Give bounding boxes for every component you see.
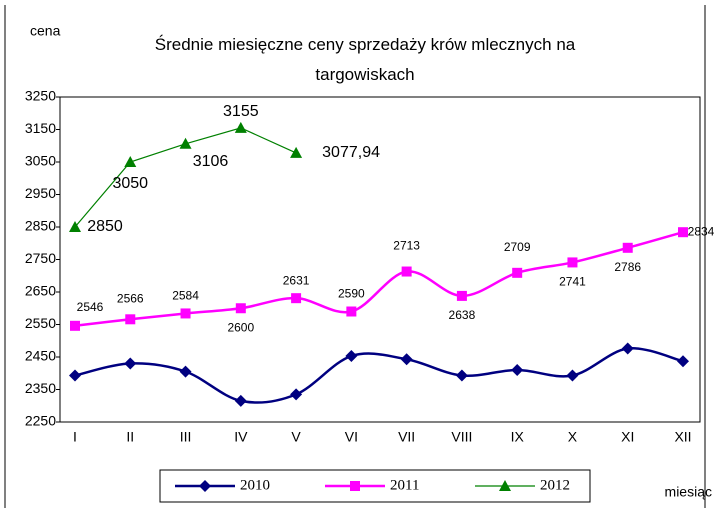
chart-title: Średnie miesięczne ceny sprzedaży krów m… — [154, 35, 576, 84]
y-tick-label: 2750 — [25, 250, 56, 266]
point — [511, 364, 524, 376]
y-tick-label: 2650 — [25, 283, 56, 299]
point — [456, 290, 467, 301]
y-tick-label: 2350 — [25, 380, 56, 396]
point — [512, 267, 523, 278]
y-axis-label: cena — [30, 23, 61, 39]
legend-marker — [499, 480, 511, 491]
point — [179, 365, 192, 378]
point — [400, 353, 413, 366]
y-tick-label: 3150 — [25, 120, 56, 136]
data-label: 2786 — [614, 260, 641, 274]
data-label: 2741 — [559, 275, 586, 289]
point — [401, 266, 412, 277]
legend-marker — [350, 481, 360, 491]
legend-label: 2012 — [540, 477, 570, 493]
y-tick-label: 2550 — [25, 315, 56, 331]
point — [180, 308, 191, 319]
data-label: 3050 — [112, 175, 148, 192]
legend-label: 2011 — [390, 477, 419, 493]
point — [124, 156, 137, 167]
data-label: 3106 — [193, 153, 229, 170]
legend-label: 2010 — [240, 477, 270, 493]
data-label: 2546 — [77, 300, 104, 314]
point — [70, 320, 80, 331]
y-tick-label: 3250 — [25, 88, 56, 104]
legend-marker — [199, 480, 211, 492]
data-label: 2850 — [87, 218, 123, 235]
data-label: 2834 — [688, 224, 715, 238]
point — [455, 369, 468, 382]
x-tick-label: XI — [621, 429, 634, 445]
x-tick-label: IV — [234, 429, 248, 445]
y-tick-label: 2950 — [25, 185, 56, 201]
point — [235, 303, 246, 314]
data-label: 2713 — [393, 239, 420, 253]
point — [125, 314, 136, 325]
point — [290, 388, 303, 401]
point — [234, 394, 247, 407]
point — [69, 369, 81, 382]
x-tick-label: VIII — [451, 429, 472, 445]
y-tick-label: 3050 — [25, 153, 56, 169]
data-label: 2566 — [117, 291, 144, 305]
data-label: 3077,94 — [322, 144, 380, 161]
point — [621, 342, 634, 355]
y-tick-label: 2250 — [25, 413, 56, 429]
point — [234, 121, 247, 133]
y-tick-label: 2450 — [25, 348, 56, 364]
point — [179, 137, 192, 149]
x-axis-label: miesiąc — [665, 484, 712, 500]
point — [567, 257, 578, 268]
y-tick-label: 2850 — [25, 218, 56, 234]
x-tick-label: III — [180, 429, 192, 445]
data-label: 2590 — [338, 287, 365, 301]
series-line — [74, 347, 684, 404]
x-tick-label: I — [73, 429, 77, 445]
point — [291, 293, 302, 304]
point — [677, 355, 689, 368]
data-label: 2600 — [227, 320, 254, 334]
point — [678, 227, 688, 238]
point — [345, 350, 358, 363]
x-tick-label: VII — [398, 429, 415, 445]
x-tick-label: IX — [511, 429, 525, 445]
point — [69, 221, 81, 232]
point — [290, 146, 303, 158]
data-label: 2638 — [449, 308, 476, 322]
point — [346, 306, 357, 317]
data-label: 3155 — [223, 103, 259, 120]
data-label: 2584 — [172, 289, 199, 303]
point — [622, 242, 633, 253]
x-tick-label: V — [291, 429, 301, 445]
point — [124, 357, 137, 370]
data-label: 2709 — [504, 240, 531, 254]
x-tick-label: VI — [345, 429, 358, 445]
x-tick-label: II — [126, 429, 134, 445]
point — [566, 369, 579, 382]
data-label: 2631 — [283, 273, 310, 287]
series-line — [74, 230, 684, 328]
x-tick-label: X — [568, 429, 578, 445]
x-tick-label: XII — [674, 429, 691, 445]
